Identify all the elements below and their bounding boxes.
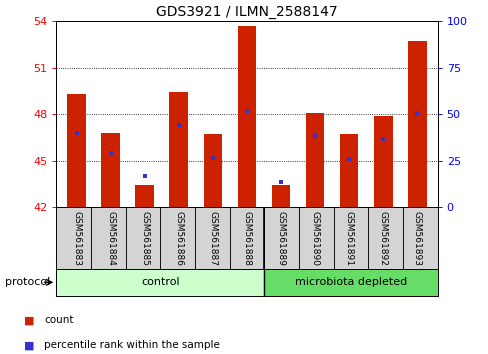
- Text: GSM561883: GSM561883: [72, 211, 81, 266]
- Title: GDS3921 / ILMN_2588147: GDS3921 / ILMN_2588147: [156, 5, 337, 19]
- Text: control: control: [141, 277, 179, 287]
- Text: GSM561887: GSM561887: [208, 211, 217, 266]
- Bar: [169, 92, 188, 207]
- Text: GSM561889: GSM561889: [276, 211, 285, 266]
- Text: GSM561884: GSM561884: [106, 211, 115, 266]
- Text: protocol: protocol: [5, 277, 50, 287]
- Bar: [407, 41, 426, 207]
- Bar: [373, 116, 392, 207]
- Bar: [305, 113, 324, 207]
- Text: count: count: [44, 315, 73, 325]
- Text: microbiota depleted: microbiota depleted: [294, 277, 407, 287]
- Bar: [237, 26, 256, 207]
- Bar: [339, 134, 358, 207]
- Text: percentile rank within the sample: percentile rank within the sample: [44, 340, 220, 350]
- Bar: [135, 185, 154, 207]
- Text: GSM561886: GSM561886: [174, 211, 183, 266]
- Text: GSM561888: GSM561888: [242, 211, 251, 266]
- Text: GSM561885: GSM561885: [140, 211, 149, 266]
- Text: GSM561892: GSM561892: [378, 211, 387, 266]
- Text: GSM561891: GSM561891: [344, 211, 353, 266]
- Text: ■: ■: [24, 340, 35, 350]
- Text: GSM561893: GSM561893: [412, 211, 421, 266]
- Text: GSM561890: GSM561890: [310, 211, 319, 266]
- Bar: [67, 94, 86, 207]
- Bar: [101, 133, 120, 207]
- Bar: [271, 185, 290, 207]
- Text: ■: ■: [24, 315, 35, 325]
- Bar: [203, 134, 222, 207]
